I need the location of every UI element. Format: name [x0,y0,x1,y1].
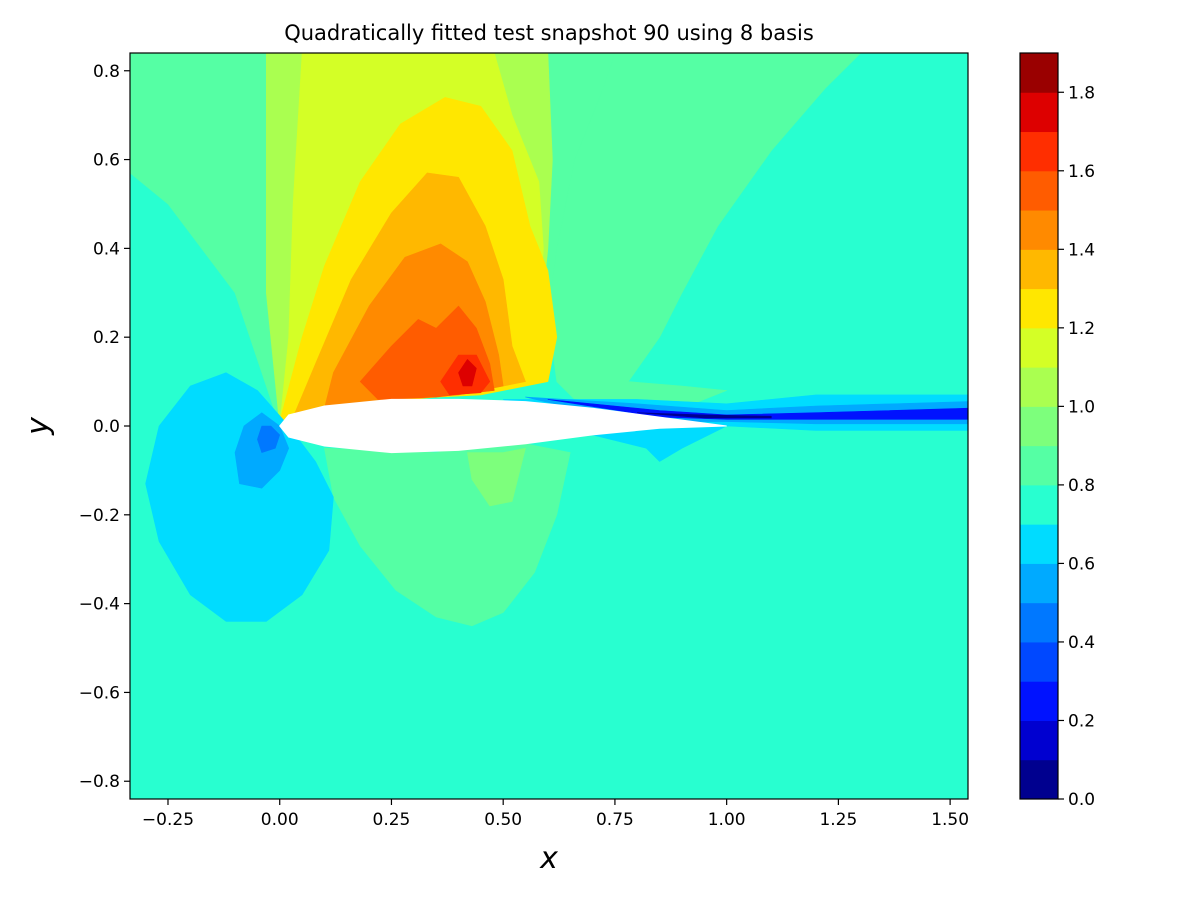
y-axis-label: y [21,416,56,436]
colorbar-segment [1020,327,1058,368]
colorbar-segment [1020,524,1058,564]
colorbar-tick-label: 0.2 [1068,711,1095,731]
colorbar-segment [1020,406,1058,447]
x-tick-label: −0.25 [142,810,194,830]
colorbar-segment [1020,720,1058,761]
y-tick-label: 0.0 [93,417,120,437]
colorbar-tick-label: 1.2 [1068,319,1095,339]
colorbar-segment [1020,92,1058,133]
x-tick-label: 1.00 [708,810,746,830]
x-tick-label: 0.25 [373,810,411,830]
contour-region-wake-deep [636,412,772,419]
colorbar-segment [1020,602,1058,643]
x-axis: −0.25 0.00 0.25 0.50 0.75 1.00 1.25 1.50 [142,799,969,830]
x-tick-label: 0.00 [261,810,299,830]
x-axis-label: x [539,841,558,876]
colorbar-ticks: 0.0 0.2 0.4 0.6 0.8 1.0 1.2 1.4 1.6 1.8 [1058,83,1095,810]
x-tick-label: 1.25 [819,810,857,830]
colorbar-segment [1020,641,1058,682]
y-tick-label: −0.8 [79,772,120,792]
colorbar-tick-label: 0.8 [1068,476,1095,496]
colorbar [1019,52,1059,800]
contour-region-upper-dark-red [458,359,477,387]
colorbar-segment [1020,288,1058,329]
contour-region-leading-edge-center [257,425,281,453]
colorbar-segment [1020,445,1058,486]
colorbar-segment [1020,367,1058,407]
contour-region-lower-mid-band [467,447,526,507]
colorbar-tick-label: 1.8 [1068,83,1095,103]
contour-region-upper-right-band [547,53,862,418]
y-tick-label: 0.6 [93,151,120,171]
y-tick-label: −0.6 [79,683,120,703]
colorbar-segment [1020,210,1058,250]
airfoil-shape [279,398,727,454]
x-tick-label: 1.50 [931,810,969,830]
x-tick-label: 0.50 [484,810,522,830]
colorbar-tick-label: 0.6 [1068,554,1095,574]
colorbar-tick-label: 0.4 [1068,633,1095,653]
colorbar-segment [1020,170,1058,211]
y-axis: 0.8 0.6 0.4 0.2 0.0 −0.2 −0.4 −0.6 −0.8 [79,62,130,792]
x-tick-label: 0.75 [596,810,634,830]
colorbar-tick-label: 0.0 [1068,790,1095,810]
colorbar-tick-label: 1.4 [1068,240,1095,260]
y-tick-label: 0.4 [93,239,120,259]
colorbar-segment [1020,681,1058,721]
colorbar-segment [1020,563,1058,604]
y-tick-label: −0.4 [79,595,120,615]
colorbar-segment [1020,53,1058,93]
colorbar-segment [1020,131,1058,172]
y-tick-label: 0.2 [93,328,120,348]
colorbar-segment [1020,249,1058,290]
contour-region-wake-core [547,399,968,420]
colorbar-segment [1020,484,1058,525]
colorbar-tick-label: 1.6 [1068,162,1095,182]
y-tick-label: −0.2 [79,506,120,526]
colorbar-segment [1020,759,1058,800]
y-tick-label: 0.8 [93,62,120,82]
colorbar-frame [1019,52,1059,800]
plot-area [130,53,968,799]
chart-title: Quadratically fitted test snapshot 90 us… [284,21,814,45]
colorbar-tick-label: 1.0 [1068,397,1095,417]
